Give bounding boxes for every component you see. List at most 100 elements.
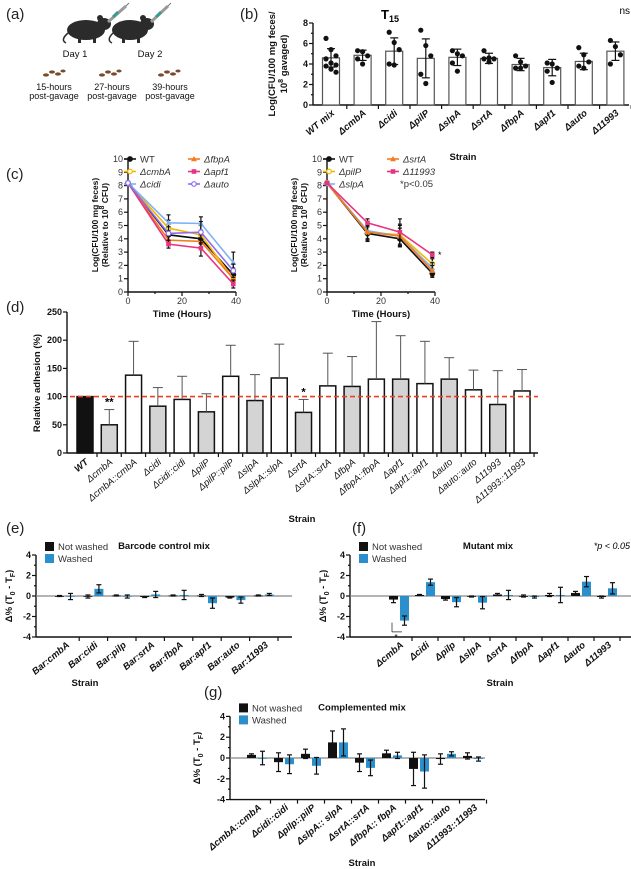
y-tick-label: -4 xyxy=(217,795,225,805)
y-tick-label: 2 xyxy=(26,571,31,581)
series-marker xyxy=(324,180,330,186)
legend-item: ΔcmbA xyxy=(124,167,171,178)
bar xyxy=(294,411,313,454)
data-point xyxy=(360,49,366,55)
legend-item: WT xyxy=(323,155,354,166)
y-tick-label: 8 xyxy=(303,18,308,28)
data-point xyxy=(323,35,329,41)
bar xyxy=(197,411,216,454)
y-tick-label: 2 xyxy=(303,80,308,90)
legend-item: ΔsrtA xyxy=(387,155,426,166)
series-marker xyxy=(365,220,370,226)
x-axis-label: Strain xyxy=(487,678,514,689)
y-tick-label: -4 xyxy=(337,632,345,642)
x-tick-label: Bar:cmbA xyxy=(30,640,72,678)
timepoint-39h-line2: post-gavage xyxy=(145,91,195,101)
y-tick-label: 250 xyxy=(47,307,62,317)
feces-icon xyxy=(99,69,122,77)
series-marker xyxy=(430,252,435,258)
series-marker xyxy=(429,267,436,273)
y-tick-label: 1 xyxy=(317,274,322,284)
mouse-icon xyxy=(62,15,111,44)
data-point xyxy=(576,45,582,51)
panel-label-f: (f) xyxy=(352,520,366,537)
legend-item: ΔpilP xyxy=(323,167,362,178)
bar-washed xyxy=(426,582,435,596)
y-tick-label: 4 xyxy=(317,234,322,244)
series-line xyxy=(127,182,234,280)
bar xyxy=(513,390,531,454)
y-tick-label: 2 xyxy=(340,571,345,581)
data-point xyxy=(513,53,519,59)
x-tick-label: 20 xyxy=(376,296,386,306)
series-marker xyxy=(326,156,332,162)
y-axis-label-part: Relative adhesion (%) xyxy=(32,334,43,432)
feces-icon xyxy=(158,69,181,77)
data-point xyxy=(323,63,329,69)
y-tick-label: 5 xyxy=(317,221,322,231)
legend-swatch xyxy=(359,542,368,551)
bar xyxy=(76,395,94,454)
x-tick-label: WT mix xyxy=(304,107,337,138)
data-point xyxy=(365,53,371,59)
data-point xyxy=(523,63,529,69)
data-point xyxy=(607,37,614,44)
y-axis-label-part: ) xyxy=(192,732,203,735)
panel-a-illustration: (a) Day 1 Day 2 xyxy=(6,2,195,101)
y-tick-label: -2 xyxy=(23,612,31,622)
legend-swatch xyxy=(45,542,54,551)
legend-label: ΔcmbA xyxy=(139,167,171,178)
timepoint-39h-line1: 39-hours xyxy=(152,82,188,92)
y-tick-label: 3 xyxy=(317,247,322,257)
y-axis-label-part: - T xyxy=(192,739,203,753)
legend-swatch xyxy=(45,554,54,563)
legend-label: Washed xyxy=(252,715,287,726)
x-tick-label: Δapf1 xyxy=(534,640,562,666)
chart-title: Complemented mix xyxy=(318,702,406,713)
x-axis-label: Strain xyxy=(289,514,316,525)
data-point xyxy=(617,52,624,58)
y-tick-label: 7 xyxy=(317,194,322,204)
series-marker xyxy=(165,219,172,226)
data-point xyxy=(518,59,524,65)
bar xyxy=(489,403,507,454)
legend-label: Δauto xyxy=(203,180,229,191)
data-point xyxy=(486,59,492,65)
series-marker xyxy=(165,230,172,237)
data-point xyxy=(549,61,555,67)
x-tick-label: Δcidi xyxy=(407,640,433,664)
timepoint-27h-line1: 27-hours xyxy=(94,82,130,92)
y-axis-label-part: gavaged) xyxy=(279,35,290,79)
y-axis-label-part: ) xyxy=(4,570,15,573)
bar xyxy=(440,378,458,454)
series-marker xyxy=(364,229,371,235)
y-tick-label: 6 xyxy=(303,39,308,49)
legend-item: Washed xyxy=(359,554,407,565)
data-point xyxy=(549,79,555,86)
legend-swatch xyxy=(239,703,248,713)
timepoint-15h-line2: post-gavage xyxy=(29,91,79,101)
series-line xyxy=(326,182,433,274)
data-point xyxy=(418,71,424,77)
x-axis-label: Time (Hours) xyxy=(153,309,211,320)
y-tick-label: 150 xyxy=(47,363,62,373)
significance-annotation: ns xyxy=(619,6,630,17)
y-axis-label-part: 8 xyxy=(298,205,305,209)
panel-label-g: (g) xyxy=(204,684,222,701)
x-tick-label: ΔfbpA xyxy=(507,640,536,667)
y-axis-label-part: 0 xyxy=(198,753,205,757)
y-tick-label: 1 xyxy=(118,274,123,284)
bar xyxy=(173,398,191,454)
chart-title-sub: 15 xyxy=(389,14,399,24)
legend-label: WT xyxy=(339,155,354,166)
data-point xyxy=(328,47,334,53)
data-point xyxy=(360,61,366,67)
data-point xyxy=(333,62,339,68)
data-point xyxy=(449,48,455,54)
y-axis-label: (Relative to 108 CFU) xyxy=(298,183,309,267)
x-axis-label: Strain xyxy=(450,152,477,163)
y-axis-label-part: ) xyxy=(318,570,329,573)
y-tick-label: 0 xyxy=(340,591,345,601)
